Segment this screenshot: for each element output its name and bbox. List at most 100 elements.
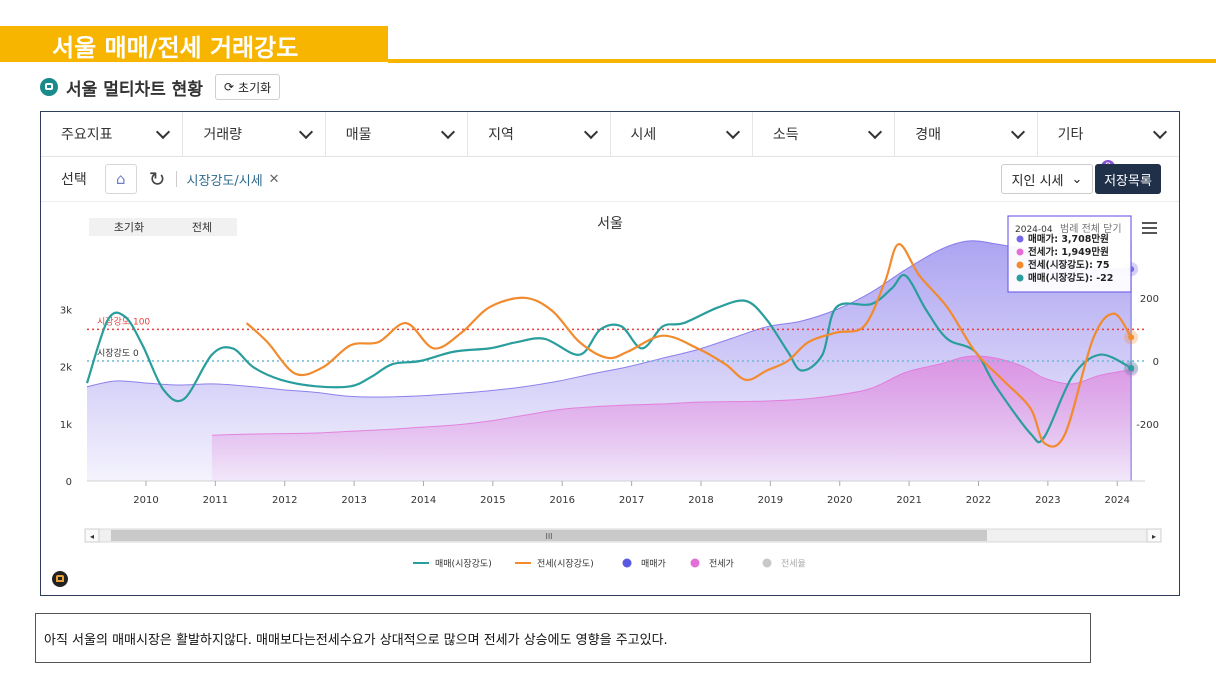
chevron-down-icon xyxy=(156,124,171,139)
home-icon xyxy=(40,78,58,96)
tab-label: 매물 xyxy=(345,127,372,143)
x-tick-label: 2021 xyxy=(896,495,921,506)
chevron-down-icon xyxy=(1152,124,1168,139)
legend: 매매(시장강도) 전세(시장강도) 매매가 전세가 전세율 xyxy=(413,558,806,570)
tab-auction[interactable]: 경매 xyxy=(895,112,1038,156)
x-tick-label: 2020 xyxy=(827,495,852,506)
tooltip-swatch xyxy=(1016,274,1024,282)
tab-income[interactable]: 소득 xyxy=(753,112,896,156)
y-left-tick-label: 0 xyxy=(66,477,72,488)
divider xyxy=(175,171,177,187)
x-tick-label: 2011 xyxy=(203,495,228,506)
tab-volume[interactable]: 거래량 xyxy=(183,112,326,156)
subheader-title: 서울 멀티차트 현황 xyxy=(66,79,203,100)
tooltip-item: 전세가: 1,949만원 xyxy=(1028,246,1109,258)
x-tick-label: 2012 xyxy=(272,495,297,506)
x-tick-label: 2023 xyxy=(1035,495,1060,506)
legend-label: 전세가 xyxy=(709,559,734,570)
y-left-tick-label: 2k xyxy=(60,363,72,374)
chevron-down-icon xyxy=(298,124,313,139)
legend-label: 전세(시장강도) xyxy=(537,559,594,570)
tab-listings[interactable]: 매물 xyxy=(326,112,469,156)
chart-all-label: 전체 xyxy=(192,221,212,234)
refresh-icon[interactable]: ↻ xyxy=(148,167,166,191)
tooltip-item: 매매가: 3,708만원 xyxy=(1028,233,1109,245)
tooltip-date: 2024-04 xyxy=(1015,225,1053,235)
chart-menu-icon[interactable] xyxy=(1142,222,1157,234)
select-label: 선택 xyxy=(61,172,87,188)
legend-item[interactable]: 전세율 xyxy=(762,558,806,570)
scrollbar-thumb[interactable] xyxy=(111,530,987,541)
tab-label: 소득 xyxy=(772,127,799,143)
price-source-select[interactable]: 지인 시세 ⌄ xyxy=(1001,164,1093,194)
chevron-down-icon xyxy=(1010,124,1025,139)
legend-item[interactable]: 전세가 xyxy=(690,558,734,570)
remove-filter-icon[interactable]: ✕ xyxy=(268,171,280,187)
area-series xyxy=(86,240,1132,481)
chevron-down-icon xyxy=(725,124,740,139)
arrow-left-icon: ◂ xyxy=(90,532,94,541)
y-left-tick-label: 1k xyxy=(60,420,72,431)
hover-marker xyxy=(1128,364,1135,371)
arrow-right-icon: ▸ xyxy=(1152,532,1156,541)
chart-toolbar: 선택 ⌂ ↻ 시장강도/시세 ✕ 지인 시세 ⌄ P 저장목록 xyxy=(41,157,1179,202)
hover-marker xyxy=(1128,334,1135,341)
reference-lines: 시장강도 100 시장강도 0 xyxy=(87,316,1145,362)
tooltip-swatch xyxy=(1016,248,1024,256)
horizontal-scrollbar[interactable]: III ◂ ▸ xyxy=(84,528,1162,543)
tab-label: 경매 xyxy=(915,127,942,143)
tooltip-item: 매매(시장강도): -22 xyxy=(1028,272,1113,284)
chart-title: 서울 xyxy=(597,216,623,232)
reset-button[interactable]: ⟳ 초기화 xyxy=(214,74,281,100)
x-tick-label: 2015 xyxy=(480,495,505,506)
chart-panel: 주요지표 거래량 매물 지역 시세 소득 경매 기타 선택 ⌂ ↻ 시장강도/시… xyxy=(40,111,1180,596)
legend-swatch xyxy=(762,558,772,568)
chart-reset-button[interactable] xyxy=(89,218,169,236)
scroll-left-button[interactable] xyxy=(84,528,100,543)
tab-label: 거래량 xyxy=(203,127,243,143)
line-전세(시장강도) xyxy=(245,243,1133,448)
chart-all-button[interactable] xyxy=(167,218,237,236)
scrollbar-grip: III xyxy=(545,532,552,541)
y-right-tick-label: -200 xyxy=(1136,420,1159,431)
scroll-right-button[interactable] xyxy=(1146,528,1162,543)
tab-label: 지역 xyxy=(488,127,514,143)
page-title-banner: 서울 매매/전세 거래강도 xyxy=(0,26,388,62)
chart-compare-icon[interactable]: ⌂ xyxy=(104,164,137,194)
commentary-text: 아직 서울의 매매시장은 활발하지않다. 매매보다는전세수요가 상대적으로 많으… xyxy=(44,632,668,648)
save-list-button[interactable]: 저장목록 xyxy=(1095,164,1161,194)
tab-region[interactable]: 지역 xyxy=(468,112,611,156)
x-tick-label: 2022 xyxy=(966,495,991,506)
chevron-down-icon xyxy=(868,124,883,139)
legend-item[interactable]: 전세(시장강도) xyxy=(515,559,594,570)
title-underline xyxy=(388,59,1216,63)
filter-tabs: 주요지표 거래량 매물 지역 시세 소득 경매 기타 xyxy=(41,112,1179,157)
page-title: 서울 매매/전세 거래강도 xyxy=(52,34,299,62)
tab-other[interactable]: 기타 xyxy=(1038,112,1179,156)
tab-label: 시세 xyxy=(630,127,657,143)
legend-label: 매매가 xyxy=(641,559,666,570)
logo-icon xyxy=(52,571,68,587)
x-tick-label: 2016 xyxy=(550,495,575,506)
reference-line-label: 시장강도 100 xyxy=(97,316,150,327)
subheader: 서울 멀티차트 현황 ⟳ 초기화 xyxy=(40,74,281,100)
legend-item[interactable]: 매매가 xyxy=(622,558,666,570)
tooltip-swatch xyxy=(1016,261,1024,269)
commentary-box: 아직 서울의 매매시장은 활발하지않다. 매매보다는전세수요가 상대적으로 많으… xyxy=(35,613,1091,663)
line-매매(시장강도) xyxy=(85,273,1132,444)
legend-toggle-button[interactable]: 범례 전체 닫기 xyxy=(1060,223,1122,235)
tab-main-indicators[interactable]: 주요지표 xyxy=(41,112,184,156)
legend-label: 전세율 xyxy=(781,559,806,570)
chart-reset-label: 초기화 xyxy=(114,221,144,234)
legend-swatch xyxy=(690,558,700,568)
tab-price[interactable]: 시세 xyxy=(611,112,753,156)
legend-swatch xyxy=(622,558,632,568)
price-source-value: 지인 시세 xyxy=(1011,173,1064,189)
x-tick-label: 2013 xyxy=(341,495,366,506)
x-tick-label: 2024 xyxy=(1105,495,1130,506)
x-tick-label: 2017 xyxy=(619,495,644,506)
legend-item[interactable]: 매매(시장강도) xyxy=(413,559,492,570)
reference-line-label: 시장강도 0 xyxy=(97,348,139,359)
